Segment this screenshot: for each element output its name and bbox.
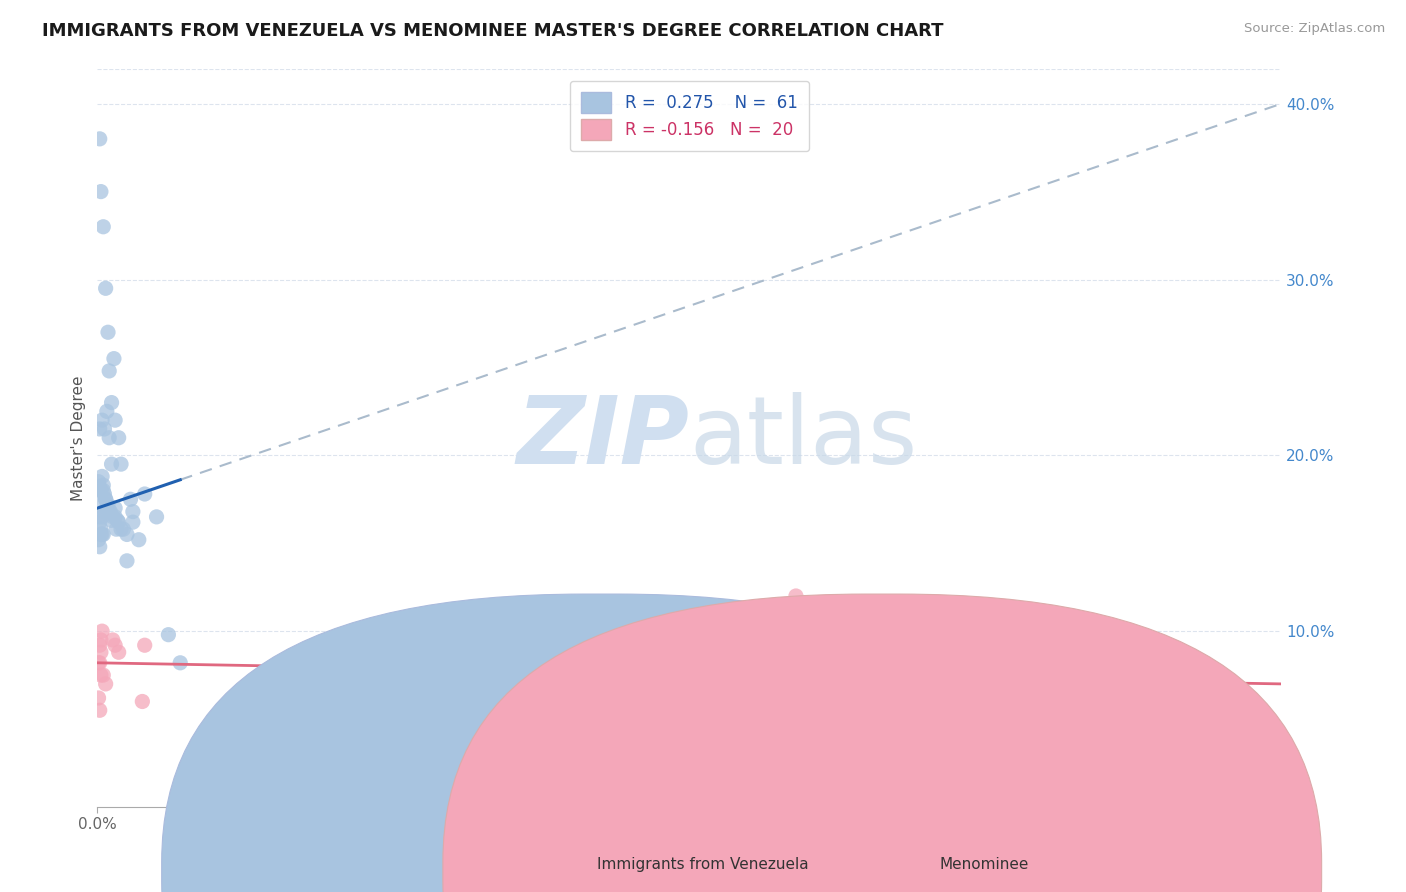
- Point: [93, 487, 115, 501]
- Point: [91, 668, 114, 682]
- Point: [89, 480, 111, 494]
- Point: [94, 492, 117, 507]
- Point: [107, 645, 129, 659]
- Point: [93, 422, 115, 436]
- Point: [107, 513, 129, 527]
- Point: [100, 505, 122, 519]
- Point: [115, 527, 138, 541]
- Point: [110, 457, 132, 471]
- Point: [101, 509, 124, 524]
- Point: [91, 527, 114, 541]
- Text: Immigrants from Venezuela: Immigrants from Venezuela: [598, 857, 808, 872]
- Point: [134, 487, 156, 501]
- Point: [90, 632, 112, 647]
- Point: [1116, 764, 1139, 779]
- Point: [785, 589, 807, 603]
- Point: [91, 509, 114, 524]
- Point: [157, 628, 180, 642]
- Point: [89, 703, 111, 717]
- Text: Menominee: Menominee: [939, 857, 1029, 872]
- Point: [104, 509, 127, 524]
- Point: [90, 483, 112, 498]
- Point: [100, 457, 122, 471]
- Point: [90, 522, 112, 536]
- Point: [120, 492, 142, 507]
- Text: ZIP: ZIP: [516, 392, 689, 483]
- Point: [94, 492, 117, 507]
- Point: [94, 281, 117, 295]
- Point: [89, 422, 111, 436]
- Point: [91, 478, 114, 492]
- Point: [104, 501, 127, 516]
- Point: [98, 364, 121, 378]
- Point: [107, 515, 129, 529]
- Point: [87, 475, 110, 489]
- Point: [94, 677, 117, 691]
- Point: [96, 501, 118, 516]
- Point: [97, 498, 120, 512]
- Point: [128, 533, 150, 547]
- Point: [100, 513, 122, 527]
- Point: [90, 645, 112, 659]
- Point: [87, 533, 110, 547]
- Point: [90, 527, 112, 541]
- Point: [91, 469, 114, 483]
- Point: [96, 404, 118, 418]
- Point: [134, 638, 156, 652]
- Point: [97, 325, 120, 339]
- Point: [110, 522, 132, 536]
- Point: [104, 413, 127, 427]
- Point: [107, 431, 129, 445]
- Point: [91, 527, 114, 541]
- Point: [131, 694, 153, 708]
- Point: [98, 431, 121, 445]
- Point: [122, 505, 145, 519]
- Point: [1010, 730, 1032, 744]
- Point: [115, 554, 138, 568]
- Point: [90, 492, 112, 507]
- Point: [87, 656, 110, 670]
- Point: [101, 632, 124, 647]
- Point: [89, 540, 111, 554]
- Point: [91, 483, 114, 498]
- Point: [89, 132, 111, 146]
- Point: [89, 515, 111, 529]
- Text: atlas: atlas: [689, 392, 918, 483]
- Text: Source: ZipAtlas.com: Source: ZipAtlas.com: [1244, 22, 1385, 36]
- Point: [112, 522, 135, 536]
- Point: [89, 638, 111, 652]
- Point: [91, 624, 114, 639]
- Point: [105, 522, 128, 536]
- Point: [90, 668, 112, 682]
- Point: [93, 505, 115, 519]
- Point: [87, 690, 110, 705]
- Point: [96, 501, 118, 516]
- Point: [89, 656, 111, 670]
- Text: IMMIGRANTS FROM VENEZUELA VS MENOMINEE MASTER'S DEGREE CORRELATION CHART: IMMIGRANTS FROM VENEZUELA VS MENOMINEE M…: [42, 22, 943, 40]
- Legend: R =  0.275    N =  61, R = -0.156   N =  20: R = 0.275 N = 61, R = -0.156 N = 20: [569, 80, 808, 152]
- Point: [98, 505, 121, 519]
- Y-axis label: Master's Degree: Master's Degree: [72, 375, 86, 500]
- Point: [169, 656, 191, 670]
- Point: [87, 509, 110, 524]
- Point: [90, 185, 112, 199]
- Point: [856, 629, 879, 643]
- Point: [91, 219, 114, 234]
- Point: [91, 413, 114, 427]
- Point: [104, 638, 127, 652]
- Point: [122, 515, 145, 529]
- Point: [145, 509, 167, 524]
- Point: [100, 395, 122, 409]
- Point: [103, 351, 125, 366]
